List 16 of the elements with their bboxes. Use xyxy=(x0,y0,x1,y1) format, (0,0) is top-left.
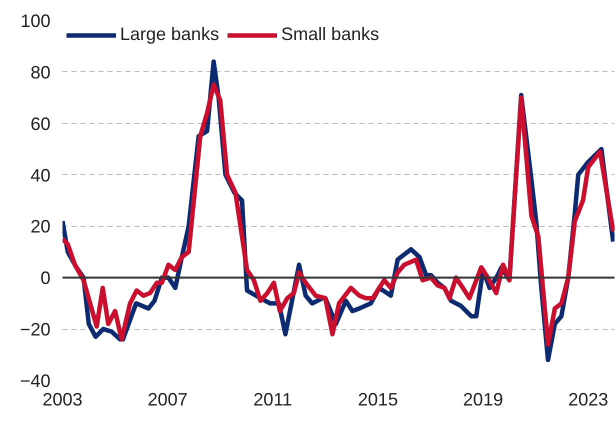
x-tick-label: 2023 xyxy=(568,390,608,410)
y-tick-label: −20 xyxy=(20,320,51,340)
y-tick-label: 0 xyxy=(40,268,51,288)
y-tick-label: 100 xyxy=(20,11,51,31)
x-tick-label: 2015 xyxy=(358,390,398,410)
x-tick-label: 2007 xyxy=(148,390,188,410)
y-tick-label: 60 xyxy=(30,114,51,134)
x-tick-label: 2019 xyxy=(463,390,504,410)
x-tick-label: 2003 xyxy=(42,390,83,410)
y-tick-label: 40 xyxy=(30,165,51,186)
y-tick-label: 80 xyxy=(30,62,51,82)
legend-label: Large banks xyxy=(120,24,220,45)
y-tick-label: 20 xyxy=(30,216,51,237)
x-tick-label: 2011 xyxy=(253,390,292,410)
legend-label: Small banks xyxy=(281,24,380,45)
y-tick-label: −40 xyxy=(20,371,51,391)
